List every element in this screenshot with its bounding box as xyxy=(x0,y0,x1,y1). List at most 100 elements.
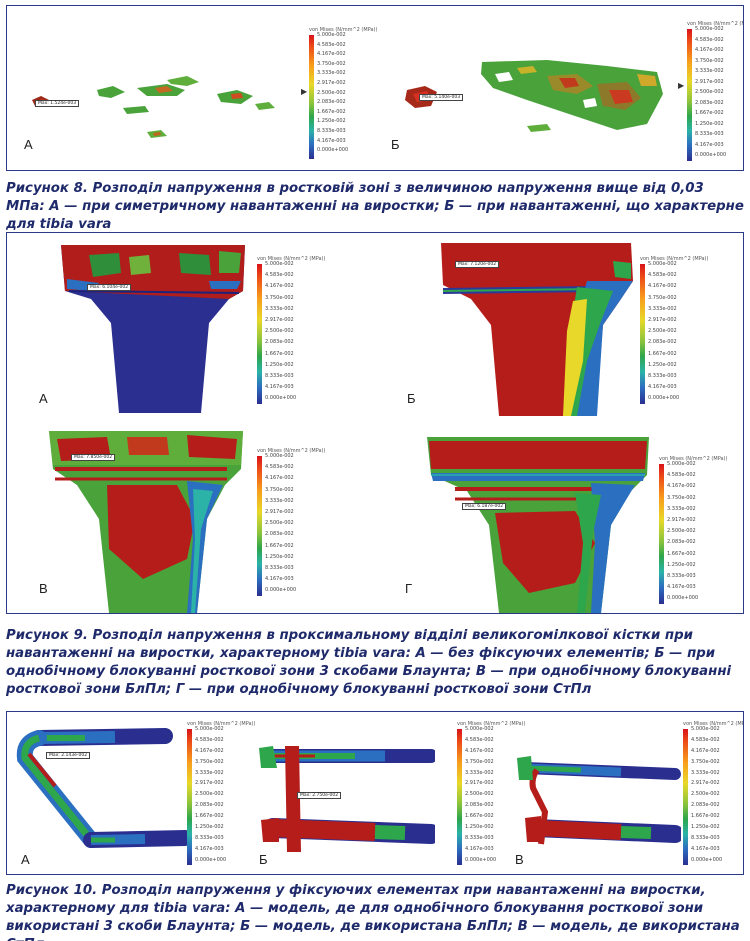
legend-tick: 1.250e-002 xyxy=(648,361,677,368)
legend-tick: 2.917e-002 xyxy=(667,516,696,523)
legend-color-bar xyxy=(659,464,664,604)
legend-tick: 2.500e-002 xyxy=(691,791,720,798)
legend-title: von Mises (N/mm^2 (MPa)) xyxy=(659,456,728,462)
legend-tick: 3.750e-002 xyxy=(317,60,346,67)
fig10-b-letter: Б xyxy=(259,852,268,867)
legend-tick: 4.167e-002 xyxy=(465,747,494,754)
legend-tick: 0.000e+000 xyxy=(317,147,349,154)
fig10-b-probe: Max: 2.750e-002 xyxy=(297,792,342,799)
legend-tick: 5.000e-002 xyxy=(317,32,346,38)
legend-tick: 2.500e-002 xyxy=(265,520,294,527)
legend-tick: 3.333e-002 xyxy=(667,505,696,512)
legend-tick: 5.000e-002 xyxy=(691,726,720,732)
legend-tick: 4.583e-002 xyxy=(195,736,224,743)
legend-tick: 8.333e-003 xyxy=(465,834,494,841)
legend-tick: 2.500e-002 xyxy=(465,791,494,798)
legend-tick: 3.750e-002 xyxy=(265,294,294,301)
legend-color-bar xyxy=(683,729,688,865)
legend-tick: 4.167e-003 xyxy=(265,576,294,583)
legend-tick: 3.750e-002 xyxy=(691,758,720,765)
legend-tick: 2.083e-002 xyxy=(667,539,696,546)
legend-title: von Mises (N/mm^2 (MPa)) xyxy=(683,721,744,727)
legend-tick: 0.000e+000 xyxy=(265,587,297,594)
legend-tick: 1.250e-002 xyxy=(265,361,294,368)
figure-10-panel: Max: 2.143e-002 А Max: 2.750e-002 Б В vo… xyxy=(6,711,744,875)
legend-tick: 0.000e+000 xyxy=(648,395,680,402)
legend-tick: 1.250e-002 xyxy=(691,824,720,831)
legend-tick: 2.917e-002 xyxy=(265,508,294,515)
legend-tick: 4.167e-003 xyxy=(265,384,294,391)
fig10-b-legend: von Mises (N/mm^2 (MPa)) 5.000e-002 4.58… xyxy=(457,720,525,870)
legend-title: von Mises (N/mm^2 (MPa)) xyxy=(309,27,378,33)
legend-tick: 2.500e-002 xyxy=(265,328,294,335)
legend-tick: 1.250e-002 xyxy=(667,561,696,568)
legend-tick: 2.083e-002 xyxy=(465,802,494,809)
legend-tick: 3.333e-002 xyxy=(695,68,724,74)
fig9-v-legend: von Mises (N/mm^2 (MPa)) 5.000e-002 4.58… xyxy=(257,447,325,607)
figure-8-caption: Рисунок 8. Розподіл напруження в ростков… xyxy=(6,181,744,232)
legend-tick: 4.167e-003 xyxy=(695,141,724,148)
fig10-b-plate-map xyxy=(259,746,435,852)
legend-tick: 2.083e-002 xyxy=(317,99,346,106)
legend-arrow-icon: ▶ xyxy=(678,81,685,90)
legend-tick: 8.333e-003 xyxy=(265,564,294,571)
legend-tick: 1.667e-002 xyxy=(265,350,294,357)
legend-ticks: 5.000e-002 4.583e-002 4.167e-002 3.750e-… xyxy=(265,453,296,598)
fig10-a-legend: von Mises (N/mm^2 (MPa)) 5.000e-002 4.58… xyxy=(187,720,256,870)
fig9-b-letter: Б xyxy=(407,391,416,406)
legend-tick: 4.167e-002 xyxy=(265,475,294,482)
legend-title: von Mises (N/mm^2 (MPa)) xyxy=(640,256,709,262)
legend-tick: 3.333e-002 xyxy=(317,70,346,77)
fig9-g-legend: von Mises (N/mm^2 (MPa)) 5.000e-002 4.58… xyxy=(659,455,728,613)
legend-tick: 4.167e-003 xyxy=(667,584,696,591)
legend-tick: 1.250e-002 xyxy=(465,824,494,831)
legend-tick: 4.167e-003 xyxy=(691,845,720,852)
legend-tick: 0.000e+000 xyxy=(695,152,727,158)
legend-color-bar xyxy=(257,456,262,596)
legend-tick: 2.917e-002 xyxy=(195,780,224,787)
fig9-b-probe: Max: 7.120e-002 xyxy=(455,261,500,268)
fig9-g-stress-map xyxy=(427,437,649,613)
legend-ticks: 5.000e-002 4.583e-002 4.167e-002 3.750e-… xyxy=(465,726,496,868)
legend-tick: 3.750e-002 xyxy=(265,486,294,493)
legend-tick: 0.000e+000 xyxy=(465,856,497,863)
fig9-v-probe: Max: 7.850e-002 xyxy=(71,454,116,461)
figure-9-panel: Max: 6.104e-002 А Max: 7.120e-002 Б Max:… xyxy=(6,232,744,614)
fig9-v-letter: В xyxy=(39,581,48,596)
legend-color-bar xyxy=(640,264,645,404)
legend-tick: 8.333e-003 xyxy=(695,131,724,137)
legend-tick: 4.167e-003 xyxy=(195,845,224,852)
legend-tick: 5.000e-002 xyxy=(265,261,294,267)
legend-tick: 4.167e-002 xyxy=(265,283,294,290)
legend-tick: 3.333e-002 xyxy=(648,305,677,312)
legend-tick: 2.917e-002 xyxy=(695,78,724,85)
fig9-a-legend: von Mises (N/mm^2 (MPa)) 5.000e-002 4.58… xyxy=(257,255,325,415)
legend-tick: 8.333e-003 xyxy=(195,834,224,841)
fig9-a-stress-map xyxy=(61,245,245,413)
legend-tick: 1.250e-002 xyxy=(265,553,294,560)
legend-tick: 4.583e-002 xyxy=(691,736,720,743)
legend-tick: 1.250e-002 xyxy=(195,824,224,831)
legend-tick: 4.583e-002 xyxy=(695,36,724,43)
legend-tick: 2.500e-002 xyxy=(695,89,724,95)
legend-tick: 1.667e-002 xyxy=(465,813,494,820)
fig10-v-legend: von Mises (N/mm^2 (MPa)) 5.000e-002 4.58… xyxy=(683,720,744,870)
fig10-v-letter: В xyxy=(515,852,524,867)
fig9-b-legend: von Mises (N/mm^2 (MPa)) 5.000e-002 4.58… xyxy=(640,255,709,415)
legend-tick: 3.750e-002 xyxy=(195,758,224,765)
fig9-g-letter: Г xyxy=(405,581,413,596)
legend-tick: 2.917e-002 xyxy=(265,316,294,323)
legend-tick: 5.000e-002 xyxy=(465,726,494,732)
fig8-a-probe: Max: 1.524e-003 xyxy=(35,100,80,107)
legend-tick: 4.167e-002 xyxy=(695,47,724,53)
legend-tick: 5.000e-002 xyxy=(695,26,724,32)
legend-tick: 1.250e-002 xyxy=(317,118,346,125)
legend-tick: 0.000e+000 xyxy=(195,856,227,863)
fig8-a-stress-map xyxy=(32,76,275,138)
legend-tick: 4.167e-002 xyxy=(667,483,696,490)
fig10-a-staple-map xyxy=(16,728,187,848)
legend-color-bar xyxy=(687,29,692,161)
legend-title: von Mises (N/mm^2 (MPa)) xyxy=(187,721,256,727)
figure-8-panel: Max: 1.524e-003 А von Mises (N/mm^2 (MPa… xyxy=(6,5,744,171)
fig10-v-plate-map xyxy=(517,756,681,845)
